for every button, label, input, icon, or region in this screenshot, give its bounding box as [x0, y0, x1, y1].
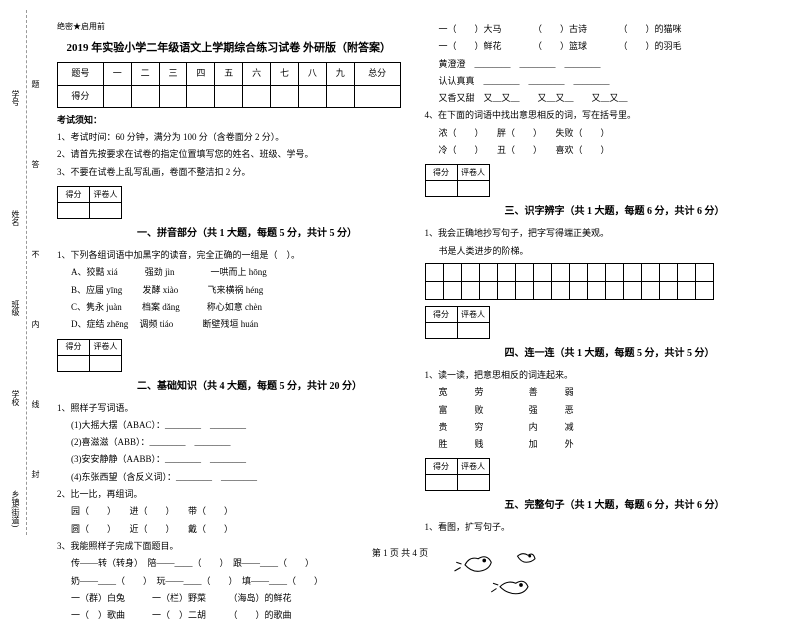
th: 总分 [354, 63, 400, 85]
q-item: (4)东张西望（含反义词）：________ ________ [57, 470, 401, 485]
q-row: 认认真真 ________ ________ ________ [425, 74, 769, 89]
section-score-box: 得分评卷人 [425, 306, 490, 339]
notice-item: 1、考试时间：60 分钟，满分为 100 分（含卷面分 2 分）。 [57, 130, 401, 145]
q-text: 2、比一比，再组词。 [57, 487, 401, 502]
right-column: 一（ ）大马 （ ）古诗 （ ）的猫咪 一（ ）鲜花 （ ）篮球 （ ）的羽毛 … [413, 20, 781, 540]
th: 五 [215, 63, 243, 85]
q1-opt: B、应届 yīng 发酵 xiào 飞来横祸 héng [57, 283, 401, 298]
score-hdr: 评卷人 [457, 459, 489, 475]
q-item: (2)喜滋滋（ABB）：________ ________ [57, 435, 401, 450]
score-hdr: 评卷人 [457, 306, 489, 322]
bind-label-0[interactable]: 乡镇(街道) [10, 490, 21, 527]
score-hdr: 评卷人 [90, 339, 122, 355]
section-score-box: 得分评卷人 [57, 186, 122, 219]
q-row: 圆（ ） 近（ ） 戴（ ） [57, 522, 401, 537]
section-score-box: 得分评卷人 [425, 164, 490, 197]
bind-label-2[interactable]: 班级 [10, 300, 21, 316]
q-text: 4、在下面的词语中找出意思相反的词，写在括号里。 [425, 108, 769, 123]
th: 九 [326, 63, 354, 85]
q-text: 1、读一读，把意思相反的词连起来。 [425, 368, 769, 383]
bind-mark-0: 封 [30, 470, 41, 478]
left-column: 绝密★启用前 2019 年实验小学二年级语文上学期综合练习试卷 外研版（附答案）… [45, 20, 413, 540]
page-footer: 第 1 页 共 4 页 [0, 546, 800, 559]
score-hdr: 得分 [58, 187, 90, 203]
section-2-title: 二、基础知识（共 4 大题，每题 5 分，共计 20 分） [137, 378, 362, 395]
score-summary-table: 题号 一 二 三 四 五 六 七 八 九 总分 得分 [57, 62, 401, 108]
th: 四 [187, 63, 215, 85]
score-hdr: 得分 [58, 339, 90, 355]
section-4-title: 四、连一连（共 1 大题，每题 5 分，共计 5 分） [505, 345, 715, 362]
q-row: 园（ ） 进（ ） 带（ ） [57, 504, 401, 519]
q1-opt: A、狡黠 xiá 强劲 jìn 一哄而上 hōng [57, 265, 401, 280]
th: 八 [298, 63, 326, 85]
bind-mark-2: 内 [30, 320, 41, 328]
secret-label: 绝密★启用前 [57, 20, 401, 34]
exam-title: 2019 年实验小学二年级语文上学期综合练习试卷 外研版（附答案） [57, 39, 401, 58]
th: 二 [131, 63, 159, 85]
score-hdr: 评卷人 [90, 187, 122, 203]
q-text: 1、照样子写词语。 [57, 401, 401, 416]
table-row: 得分 [58, 85, 401, 107]
page: 绝密★启用前 2019 年实验小学二年级语文上学期综合练习试卷 外研版（附答案）… [0, 0, 800, 565]
section-5-title: 五、完整句子（共 1 大题，每题 6 分，共计 6 分） [505, 497, 725, 514]
q-row: 一（ ）鲜花 （ ）篮球 （ ）的羽毛 [425, 39, 769, 54]
th: 三 [159, 63, 187, 85]
score-hdr: 得分 [425, 459, 457, 475]
bind-mark-4: 答 [30, 160, 41, 168]
writing-grid[interactable] [425, 263, 714, 300]
bind-mark-1: 线 [30, 400, 41, 408]
notice-heading: 考试须知： [57, 113, 401, 128]
q-row: 一（群）白兔 一（栏）野菜 （海岛）的鲜花 [57, 591, 401, 606]
bind-label-3[interactable]: 姓名 [10, 210, 21, 226]
q-row: 黄澄澄 ________ ________ ________ [425, 57, 769, 72]
q1-opt: D、症结 zhēng 调频 tiáo 断壁残垣 huán [57, 317, 401, 332]
td: 得分 [58, 85, 104, 107]
match-grid: 宽 劳 善 弱 富 败 强 恶 贵 穷 内 减 胜 贱 加 外 [425, 385, 769, 452]
section-score-box: 得分评卷人 [57, 339, 122, 372]
copy-sentence: 书是人类进步的阶梯。 [425, 244, 769, 259]
th: 一 [103, 63, 131, 85]
q-item: (1)大摇大摆（ABAC）：________ ________ [57, 418, 401, 433]
bind-label-4[interactable]: 学号 [10, 90, 21, 106]
binding-margin: 乡镇(街道) 学校 班级 姓名 学号 封 线 内 不 答 题 [8, 0, 43, 565]
th: 六 [243, 63, 271, 85]
section-3-title: 三、识字辨字（共 1 大题，每题 6 分，共计 6 分） [505, 203, 725, 220]
q1-opt: C、隽永 juàn 档案 dǎng 称心如意 chèn [57, 300, 401, 315]
bind-mark-3: 不 [30, 250, 41, 258]
q-row: 奶——____（ ） 玩——____（ ） 填——____（ ） [57, 574, 401, 589]
section-1-title: 一、拼音部分（共 1 大题，每题 5 分，共计 5 分） [137, 225, 357, 242]
q-row: 一（ ）大马 （ ）古诗 （ ）的猫咪 [425, 22, 769, 37]
q-text: 1、看图，扩写句子。 [425, 520, 769, 535]
section-score-box: 得分评卷人 [425, 458, 490, 491]
q1-text: 1、下列各组词语中加黑字的读音，完全正确的一组是（ ）。 [57, 248, 401, 263]
q-item: (3)安安静静（AABB）：________ ________ [57, 452, 401, 467]
bind-mark-5: 题 [30, 80, 41, 88]
th: 七 [271, 63, 299, 85]
table-row: 题号 一 二 三 四 五 六 七 八 九 总分 [58, 63, 401, 85]
score-hdr: 得分 [425, 165, 457, 181]
q-row: 一（ ）歌曲 一（ ）二胡 （ ）的歌曲 [57, 608, 401, 623]
notice-item: 3、不要在试卷上乱写乱画，卷面不整洁扣 2 分。 [57, 165, 401, 180]
score-hdr: 得分 [425, 306, 457, 322]
q-row: 又香又甜 又__又__ 又__又__ 又__又__ [425, 91, 769, 106]
notice-item: 2、请首先按要求在试卷的指定位置填写您的姓名、班级、学号。 [57, 147, 401, 162]
binding-line [26, 10, 27, 535]
q-row: 冷（ ） 丑（ ） 喜欢（ ） [425, 143, 769, 158]
bind-label-1[interactable]: 学校 [10, 390, 21, 406]
q-text: 1、我会正确地抄写句子，把字写得端正美观。 [425, 226, 769, 241]
score-hdr: 评卷人 [457, 165, 489, 181]
q-row: 浓（ ） 胖（ ） 失败（ ） [425, 126, 769, 141]
th: 题号 [58, 63, 104, 85]
